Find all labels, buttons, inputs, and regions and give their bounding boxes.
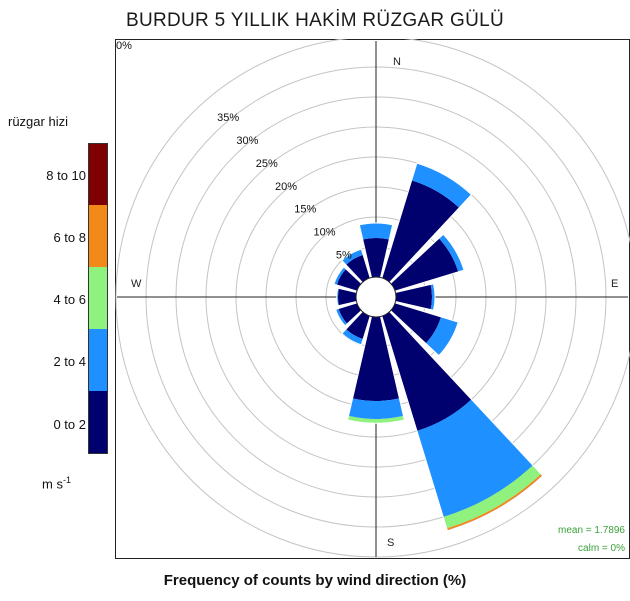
petal-outline-270 [336,287,358,307]
legend-swatch-4-6 [88,267,108,329]
legend-label-8-10: 8 to 10 [46,168,86,183]
compass-north: N [393,56,401,68]
petal-outline-180 [347,315,405,424]
petal-150-4-to-6 [443,465,542,529]
legend-label-4-6: 4 to 6 [53,292,86,307]
petal-300-0-to-2 [336,269,362,292]
petal-outline-30 [381,162,473,284]
compass-west: W [131,278,142,290]
compass-east: E [611,278,618,290]
petal-outline-240 [335,302,363,327]
petal-330-0-to-2 [345,254,371,283]
ring-label-20: 20% [275,181,297,193]
ring-label-35: 35% [217,112,239,124]
petal-outline-90 [394,283,436,311]
petal-30-2-to-4 [411,163,472,208]
petal-90-2-to-4 [430,283,436,311]
petal-outline-60 [389,233,465,292]
petal-180-2-to-4 [348,398,404,419]
petal-150-2-to-4 [416,399,533,517]
petal-60-0-to-2 [390,238,459,292]
petal-60-2-to-4 [438,234,464,272]
petal-210-0-to-2 [345,311,371,340]
compass-south: S [387,537,394,549]
ring-label-10: 10% [314,227,336,239]
legend-swatch-0-2 [88,391,108,454]
legend-label-2-4: 2 to 4 [53,354,86,369]
petal-outline-150 [381,310,544,532]
petal-0-2-to-4 [359,223,393,240]
chart-title: BURDUR 5 YILLIK HAKİM RÜZGAR GÜLÜ [125,10,504,31]
legend-units: m s-1 [42,475,71,492]
petal-180-4-to-6 [347,415,405,424]
petal-outline-0 [358,222,394,279]
legend-label-0-2: 0 to 2 [53,417,86,432]
petal-210-2-to-4 [341,329,364,345]
legend-swatch-6-8 [88,205,108,267]
legend-swatch-2-4 [88,329,108,391]
petal-outline-300 [333,266,363,292]
chart-subtitle: Frequency of counts by wind direction (%… [163,572,467,589]
petal-outline-330 [341,248,371,284]
petal-270-0-to-2 [337,288,357,306]
calm-circle [355,276,397,318]
petal-330-2-to-4 [341,249,364,265]
petal-120-2-to-4 [425,316,459,356]
petal-outline-210 [341,310,371,346]
legend-swatch-8-10 [88,143,108,205]
petal-150-0-to-2 [381,311,472,431]
wind-rose-plot: 5%10% 15% 20% 25% 30% 35% 0% N E S W mean = 1.… [115,39,630,559]
petal-120-0-to-2 [390,302,442,344]
petal-outline-120 [389,302,459,357]
ring-label-edge: 0% [116,40,132,52]
petal-240-2-to-4 [335,308,348,326]
ring-label-25: 25% [256,158,278,170]
petal-180-0-to-2 [352,316,400,401]
mean-stat: mean = 1.7896 [558,525,625,536]
ring-label-30: 30% [236,135,258,147]
ring-label-5: 5% [336,250,352,262]
petals [333,162,544,532]
petal-30-0-to-2 [381,180,460,283]
petal-240-0-to-2 [338,302,362,324]
petal-300-2-to-4 [333,266,347,286]
calm-stat: calm = 0% [578,543,625,554]
ring-label-15: 15% [294,204,316,216]
legend-title: rüzgar hizi [8,114,68,129]
ring-labels: 5%10% 15% 20% 25% 30% 35% 0% [116,40,352,262]
legend-label-6-8: 6 to 8 [53,230,86,245]
